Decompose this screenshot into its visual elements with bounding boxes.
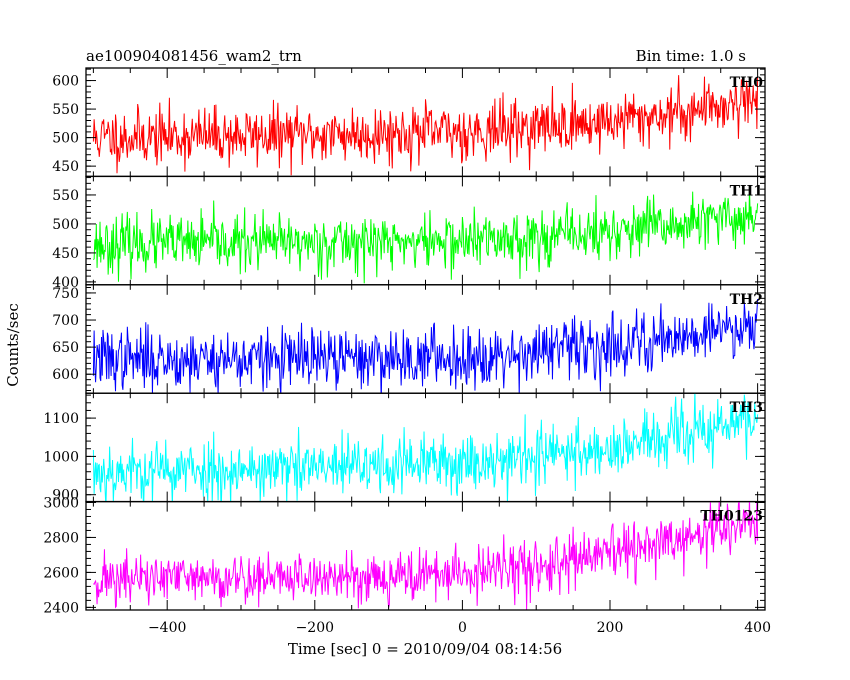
panel-frame <box>85 392 766 503</box>
series-line-th2 <box>92 298 759 394</box>
y-tick-label: 450 <box>52 246 79 262</box>
x-axis: −400 −200 0 200 400 <box>148 620 771 636</box>
panel-th1: 400 450 500 550 TH1 <box>52 175 766 291</box>
y-tick-label: 600 <box>52 74 79 90</box>
panel-label-th0123: TH0123 <box>700 509 763 525</box>
y-tick-label: 450 <box>52 159 79 175</box>
series-line-th3 <box>92 393 759 502</box>
y-tick-label: 550 <box>52 188 79 204</box>
panel-label-th0: TH0 <box>730 75 764 91</box>
chart-title-right: Bin time: 1.0 s <box>636 47 746 65</box>
y-tick-label: 500 <box>52 217 79 233</box>
panel-th2: 600 650 700 750 TH2 <box>52 284 766 394</box>
panel-label-th2: TH2 <box>730 292 763 308</box>
panels-group: 450 500 550 600 TH0 400 450 500 550 TH1 600 650 700 7… <box>43 67 766 616</box>
series-line-th0 <box>92 75 759 176</box>
x-tick-label: 200 <box>597 620 624 636</box>
panel-label-th3: TH3 <box>730 400 763 416</box>
y-tick-label: 900 <box>52 488 79 504</box>
y-tick-label: 2400 <box>43 600 79 616</box>
series-line-th0123 <box>93 501 759 610</box>
y-tick-label: 750 <box>52 286 79 302</box>
y-tick-label: 400 <box>52 275 79 291</box>
series-line-th1 <box>93 187 759 284</box>
y-tick-label: 650 <box>52 340 79 356</box>
y-tick-label: 500 <box>52 131 79 147</box>
x-tick-label: −400 <box>148 620 186 636</box>
panel-th0: 450 500 550 600 TH0 <box>52 67 766 178</box>
x-axis-label: Time [sec] 0 = 2010/09/04 08:14:56 <box>288 640 562 658</box>
chart-title-left: ae100904081456_wam2_trn <box>86 47 302 65</box>
y-tick-label: 700 <box>52 313 79 329</box>
y-axis-label: Counts/sec <box>4 303 22 387</box>
y-tick-label: 1100 <box>43 411 79 427</box>
x-tick-label: −200 <box>296 620 334 636</box>
x-tick-label: 0 <box>458 620 467 636</box>
panel-th3: 900 1000 1100 TH3 <box>43 392 766 504</box>
x-tick-label: 400 <box>744 620 771 636</box>
y-tick-label: 2800 <box>43 530 79 546</box>
y-tick-label: 3000 <box>43 495 79 511</box>
y-tick-label: 2600 <box>43 565 79 581</box>
y-tick-label: 550 <box>52 102 79 118</box>
y-tick-label: 1000 <box>43 449 79 465</box>
y-tick-label: 600 <box>52 367 79 383</box>
panel-th0123: 2400 2600 2800 3000 TH0123 <box>43 495 766 616</box>
panel-label-th1: TH1 <box>730 183 763 199</box>
